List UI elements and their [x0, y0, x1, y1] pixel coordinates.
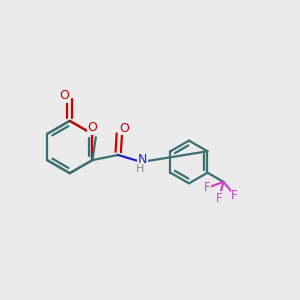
Text: O: O — [88, 121, 97, 134]
Text: H: H — [136, 164, 144, 173]
Text: N: N — [138, 153, 147, 167]
Text: F: F — [204, 181, 211, 194]
Text: F: F — [231, 189, 238, 202]
Text: O: O — [119, 122, 129, 135]
Text: O: O — [59, 89, 69, 102]
Text: F: F — [216, 192, 222, 205]
